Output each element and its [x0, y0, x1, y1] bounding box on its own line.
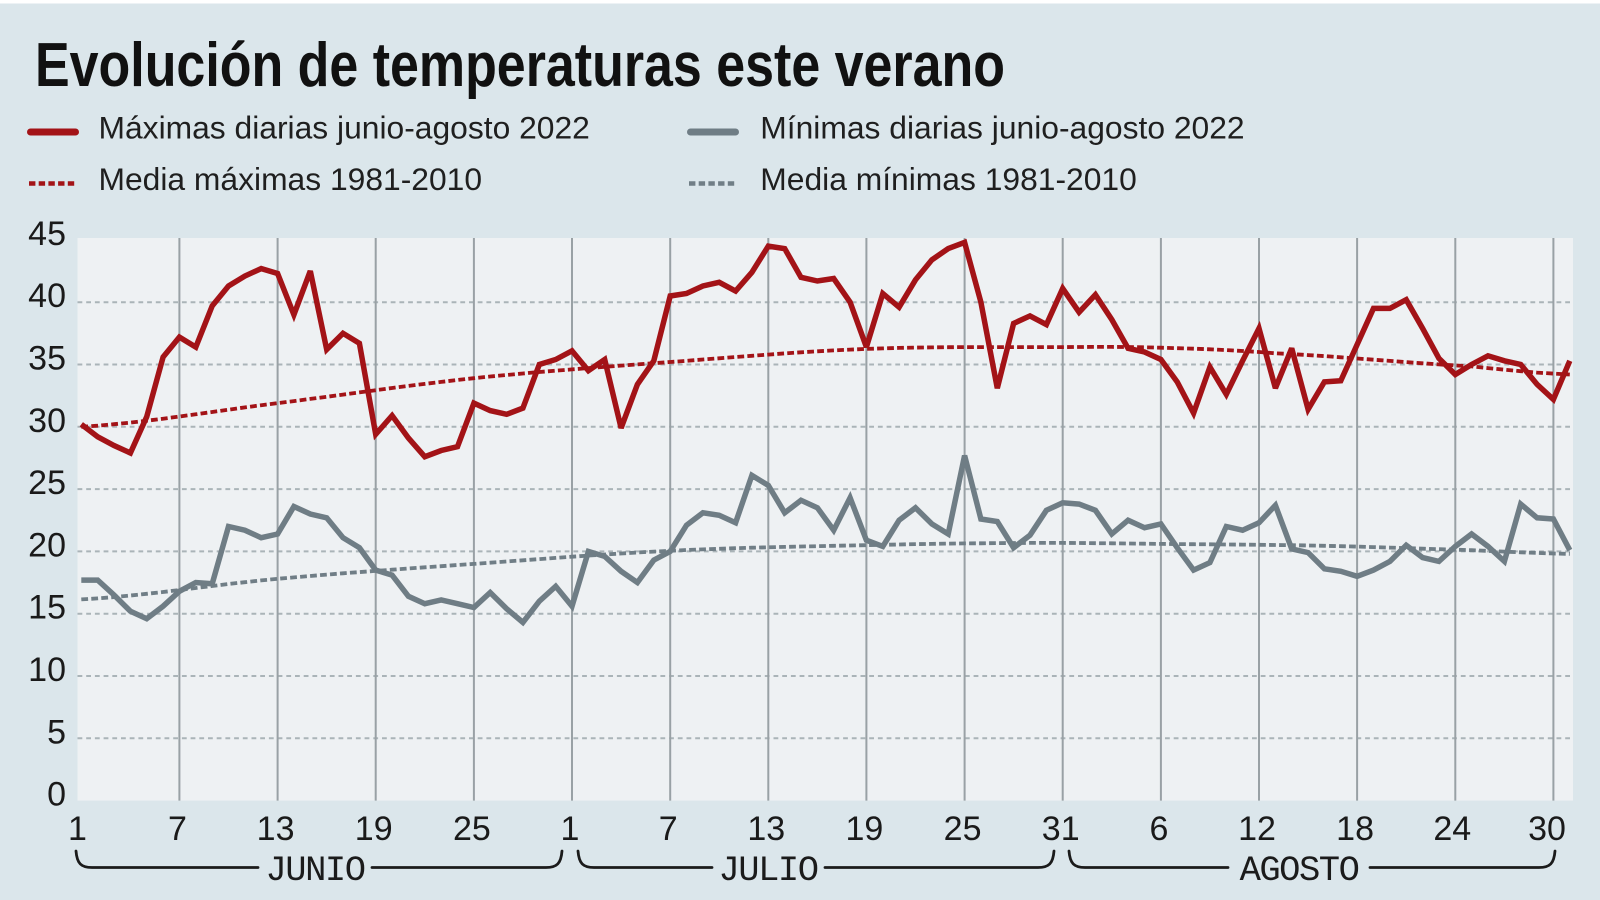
svg-text:1: 1: [68, 810, 87, 848]
svg-text:15: 15: [28, 589, 66, 627]
svg-text:35: 35: [28, 340, 66, 378]
svg-text:45: 45: [28, 215, 66, 253]
svg-text:30: 30: [28, 402, 66, 440]
svg-text:7: 7: [659, 810, 678, 848]
svg-text:13: 13: [747, 810, 785, 848]
svg-text:31: 31: [1042, 810, 1080, 848]
svg-text:25: 25: [453, 810, 491, 848]
svg-text:JULIO: JULIO: [718, 850, 817, 891]
svg-text:25: 25: [28, 464, 66, 502]
svg-text:19: 19: [355, 810, 393, 848]
svg-text:AGOSTO: AGOSTO: [1240, 850, 1359, 891]
svg-text:40: 40: [28, 277, 66, 315]
svg-text:7: 7: [168, 810, 187, 848]
svg-text:6: 6: [1149, 810, 1168, 848]
svg-text:Máximas diarias junio-agosto 2: Máximas diarias junio-agosto 2022: [99, 110, 590, 146]
svg-text:24: 24: [1433, 810, 1471, 848]
svg-text:5: 5: [47, 713, 66, 751]
svg-text:18: 18: [1336, 810, 1374, 848]
svg-text:JUNIO: JUNIO: [265, 850, 364, 891]
svg-text:10: 10: [28, 651, 66, 689]
svg-text:Media mínimas 1981-2010: Media mínimas 1981-2010: [760, 161, 1136, 197]
svg-text:13: 13: [257, 810, 295, 848]
svg-text:20: 20: [28, 526, 66, 564]
svg-text:30: 30: [1528, 810, 1566, 848]
svg-text:0: 0: [47, 776, 66, 814]
svg-text:Media máximas 1981-2010: Media máximas 1981-2010: [99, 161, 483, 197]
svg-text:Evolución de temperaturas este: Evolución de temperaturas este verano: [35, 31, 1005, 100]
svg-text:Mínimas diarias junio-agosto 2: Mínimas diarias junio-agosto 2022: [760, 110, 1244, 146]
svg-text:25: 25: [944, 810, 982, 848]
svg-text:19: 19: [845, 810, 883, 848]
svg-text:1: 1: [561, 810, 580, 848]
svg-text:12: 12: [1238, 810, 1276, 848]
